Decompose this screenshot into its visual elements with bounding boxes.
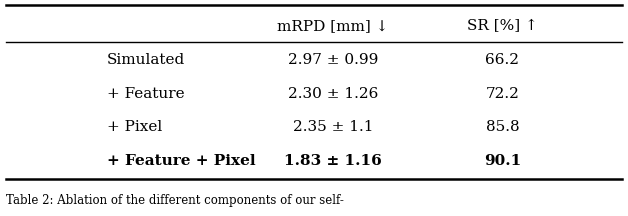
- Text: Simulated: Simulated: [107, 54, 185, 67]
- Text: + Feature + Pixel: + Feature + Pixel: [107, 154, 256, 168]
- Text: 72.2: 72.2: [485, 87, 519, 101]
- Text: 1.83 ± 1.16: 1.83 ± 1.16: [284, 154, 382, 168]
- Text: + Pixel: + Pixel: [107, 121, 162, 134]
- Text: 2.97 ± 0.99: 2.97 ± 0.99: [288, 54, 378, 67]
- Text: 2.30 ± 1.26: 2.30 ± 1.26: [288, 87, 378, 101]
- Text: + Feature: + Feature: [107, 87, 185, 101]
- Text: SR [%] ↑: SR [%] ↑: [467, 19, 538, 33]
- Text: 66.2: 66.2: [485, 54, 519, 67]
- Text: mRPD [mm] ↓: mRPD [mm] ↓: [277, 19, 389, 33]
- Text: 2.35 ± 1.1: 2.35 ± 1.1: [293, 121, 373, 134]
- Text: 85.8: 85.8: [485, 121, 519, 134]
- Text: Table 2: Ablation of the different components of our self-: Table 2: Ablation of the different compo…: [6, 194, 344, 207]
- Text: 90.1: 90.1: [484, 154, 521, 168]
